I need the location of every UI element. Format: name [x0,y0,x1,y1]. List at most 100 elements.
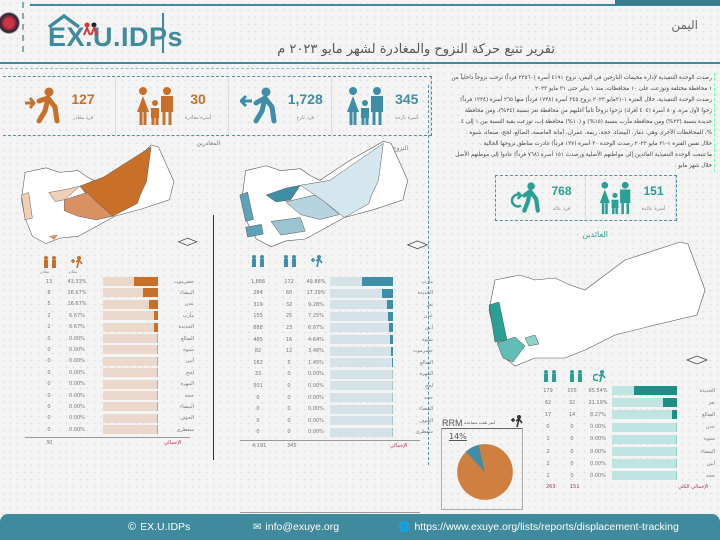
returnees-total-individuals: 263 [546,484,556,490]
returning-person-icon [511,415,523,427]
table-row: 501 0 0.00% لحج [230,380,440,391]
table-row: 2 0 0.00% البيضاء [530,446,720,457]
footer-url-link[interactable]: https://www.exuye.org/lists/reports/disp… [414,521,679,533]
families-cell: 0 [287,429,291,436]
bar-fill [154,322,158,332]
total-cell: 179 [543,387,553,394]
governorate-label: البيضاء [418,406,433,413]
families-cell: 5 [287,359,291,366]
count-cell: 13 [45,278,53,285]
returnees-section-label: العائدين [582,230,608,239]
intro-line: خلال نفس الفترة ١-٣١ مايو ٢٠٢٣ رصدت الوح… [480,141,712,147]
pct-cell: 9.28% [308,301,324,308]
rrm-title: RRM [442,418,463,428]
departed-families-label: أسرة مغادرة [184,115,212,121]
col-header: مغادر [40,269,50,274]
intro-line: حديدة بنسبة (٢٣%) ومن محافظة مأرب بنسبة … [460,119,712,125]
header-corner-accent [615,0,720,5]
total-cell: 182 [253,359,263,366]
families-cell: 0 [570,472,574,479]
pct-cell: 0.00% [308,382,324,389]
families-cell: 60 [285,290,293,297]
table-row: 8 26.67% البيضاء [0,287,215,298]
table-row: 0 0.00% سقطرى [0,424,215,435]
footer-email[interactable]: ✉ info@exuye.org [253,521,339,533]
departed-total-label: الإجمالي [164,440,182,446]
departed-total-value: 30 [46,440,53,446]
bar-fill [676,434,677,444]
bar-track [330,288,393,298]
rrm-chart-box: RRM أسر تلقت مساعدة 14% [441,415,523,510]
footer-url[interactable]: 🌐 https://www.exuye.org/lists/reports/di… [398,521,679,533]
bar-fill [143,288,158,298]
bar-track [612,422,677,432]
intro-line: ما تتبعت الوحدة التنفيذية العائدين إلى م… [455,152,712,158]
bar-fill [157,413,158,423]
pct-cell: 0.00% [69,346,85,353]
table-row: 0 0.00% لحج [0,367,215,378]
bar-fill [390,346,393,356]
house-roof-icon [47,13,81,29]
returning-person-icon [593,370,606,382]
governorate-label: الجوف [180,415,194,422]
bar-track [612,447,677,456]
pct-cell: 16.67% [67,301,87,308]
governorate-label: البيضاء [179,289,194,296]
total-divider [240,512,420,513]
table-row: 0 0 0.00% عدن [530,422,720,433]
governorate-label: الضالع [702,411,715,418]
bar-fill [388,323,393,333]
bar-track [330,346,393,356]
bar-fill [382,288,393,298]
pct-cell: 8.27% [590,411,606,418]
bar-track [103,379,158,389]
governorate-label: تعز [426,301,433,308]
bar-track [330,277,393,286]
governorate-label: حجة [706,472,715,479]
returnees-families-value: 151 [643,184,664,198]
returnees-families-card: 151 أسرة عائدة [585,176,676,220]
bar-track [330,381,393,391]
departed-individuals-card: 127 فرد مغادر [3,77,115,135]
footer-email-link[interactable]: info@exuye.org [265,521,340,533]
bar-fill [154,311,158,321]
displaced-map [239,141,429,250]
bar-fill [157,334,158,343]
returnees-individuals-value: 768 [551,184,572,198]
departed-section-label: المغادرين [196,140,221,147]
bar-fill [148,299,158,309]
total-cell: 2 [546,460,550,467]
table-row: 485 16 4.64% شبوة [230,334,440,345]
bar-fill [392,369,393,379]
governorate-label: أبين [706,460,715,467]
bar-fill [157,391,158,400]
displaced-total-label: الإجمالي [390,443,408,449]
governorate-label: شبوة [704,436,715,443]
returnees-individuals-label: فرد عائد [552,206,571,212]
bar-track [612,410,677,420]
families-cell: 32 [285,301,293,308]
total-cell: 155 [253,313,263,320]
displaced-individuals-value: 1,728 [287,91,323,107]
governorate-label: أبين [424,324,433,331]
total-cell: 62 [544,399,552,406]
governorate-label: مأرب [421,278,433,285]
governorate-label: مأرب [182,312,194,319]
bar-fill [676,471,677,481]
bar-track [103,425,158,435]
pct-cell: 0.00% [69,392,85,399]
bar-track [612,386,677,395]
total-cell: 1,866 [250,278,266,285]
governorate-label: المهرة [180,381,195,388]
bar-fill [391,358,393,368]
families-cell: 0 [570,448,574,455]
pct-cell: 0.00% [590,472,606,479]
fleeing-person-icon [239,87,277,124]
traveler-plane-icon [25,87,60,124]
governorate-label: أبين [185,358,194,365]
bar-track [330,311,393,321]
pct-cell: 49.86% [306,278,326,285]
families-cell: 172 [284,278,294,285]
governorate-label: حضرموت [173,278,194,285]
pct-cell: 43.33% [67,278,87,285]
